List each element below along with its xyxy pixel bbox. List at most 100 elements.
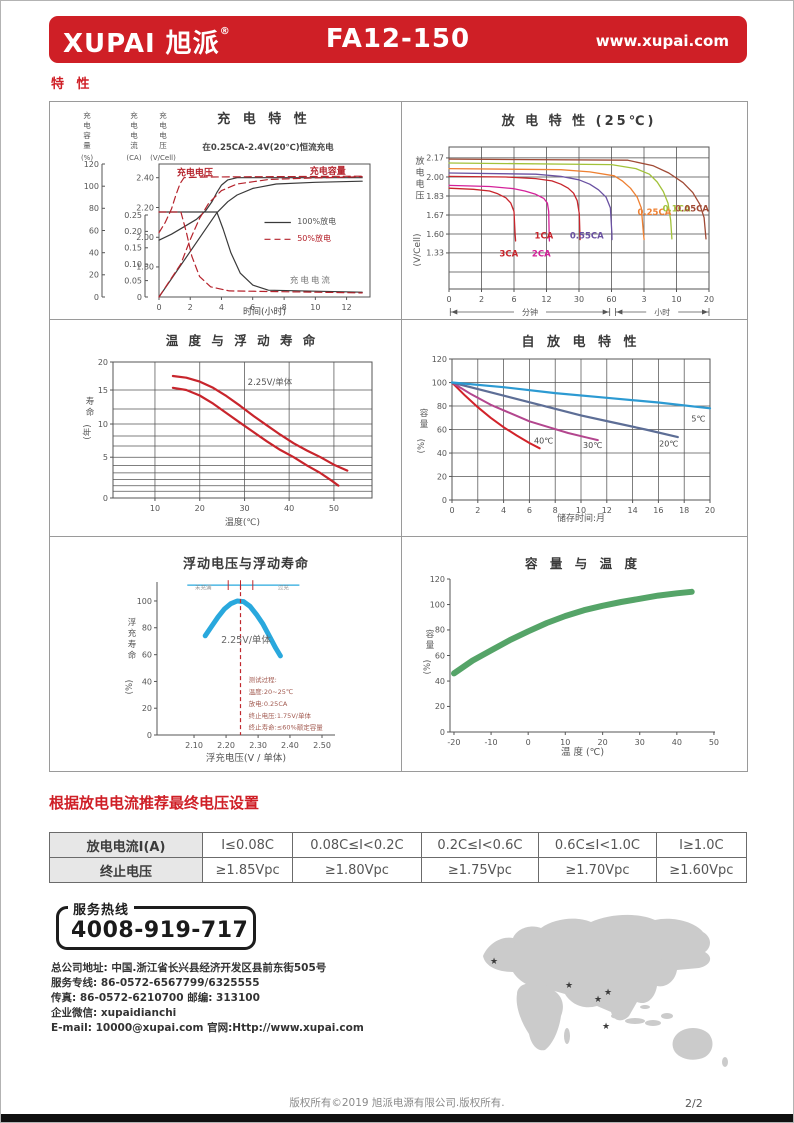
svg-text:容量: 容量 [420, 408, 429, 430]
svg-text:6: 6 [527, 506, 532, 515]
svg-text:0.15: 0.15 [124, 244, 142, 253]
svg-text:0.05: 0.05 [124, 276, 142, 285]
svg-text:(CA): (CA) [126, 154, 141, 162]
svg-text:0: 0 [94, 293, 99, 302]
svg-text:12: 12 [541, 295, 551, 304]
svg-text:10: 10 [150, 504, 160, 513]
svg-text:0: 0 [446, 295, 451, 304]
svg-text:30: 30 [239, 504, 249, 513]
copyright-text: 版权所有©2019 旭派电源有限公司.版权所有. [289, 1097, 505, 1109]
svg-text:15: 15 [98, 386, 108, 395]
contact-line-fax: 传真: 86-0572-6210700 邮编: 313100 [51, 992, 260, 1004]
svg-text:20: 20 [435, 702, 445, 711]
svg-text:放电电压: 放电电压 [415, 155, 424, 202]
svg-text:5℃: 5℃ [691, 415, 705, 424]
svg-text:2.00: 2.00 [426, 173, 444, 182]
service-hotline-number: 4008-919-717 [71, 918, 249, 943]
header-bar: XUPAI 旭派® FA12-150 www.xupai.com [49, 16, 747, 63]
svg-text:★: ★ [565, 981, 573, 991]
svg-text:20℃: 20℃ [659, 439, 678, 448]
svg-text:10: 10 [671, 295, 681, 304]
svg-text:120: 120 [84, 160, 99, 169]
svg-text:50: 50 [329, 504, 339, 513]
svg-text:0: 0 [442, 496, 447, 505]
svg-text:时间(小时): 时间(小时) [243, 305, 286, 317]
chart-cell-capacity-temperature: -20 -10 0 10 20 30 40 50 120 100 80 60 40 20 0 容量 (%) 温 度… [402, 537, 748, 772]
svg-text:2.10: 2.10 [185, 741, 203, 750]
svg-text:容量: 容量 [426, 629, 435, 651]
contact-line-wechat: 企业微信: xupaidianchi [51, 1007, 177, 1019]
table-row: 放电电流I(A) I≤0.08C 0.08C≤I<0.2C 0.2C≤I<0.6… [49, 832, 748, 858]
characteristics-chart-grid: 0246810122.402.202.001.80120100806040200… [49, 101, 748, 772]
table-row: 终止电压 ≥1.85Vpc ≥1.80Vpc ≥1.75Vpc ≥1.70Vpc… [49, 857, 748, 883]
svg-text:18: 18 [679, 506, 689, 515]
svg-text:20: 20 [98, 358, 108, 367]
chart-cell-self-discharge: 0 2 4 6 8 10 12 14 16 18 20 120 100 80 60 40 20 0 容量 (%) 40℃… [402, 320, 748, 537]
svg-text:120: 120 [430, 575, 445, 584]
svg-text:12: 12 [341, 303, 351, 312]
svg-text:充电容量: 充电容量 [83, 110, 91, 150]
svg-text:2.25V/单体: 2.25V/单体 [221, 634, 271, 646]
svg-text:40: 40 [89, 249, 99, 258]
svg-text:★: ★ [604, 988, 612, 998]
contact-info: 总公司地址: 中国.浙江省长兴县经济开发区县前东街505号 服务专线: 86-0… [51, 961, 451, 1036]
svg-text:80: 80 [435, 626, 445, 635]
map-location-markers: ★ ★ ★ ★ ★ [490, 957, 612, 1032]
svg-text:分钟: 分钟 [522, 307, 538, 317]
svg-text:50: 50 [709, 738, 719, 747]
svg-text:20: 20 [437, 472, 447, 481]
svg-text:5: 5 [103, 453, 108, 462]
svg-text:(年): (年) [82, 424, 93, 439]
brand-logo: XUPAI 旭派® [63, 23, 231, 60]
svg-text:0: 0 [526, 738, 531, 747]
svg-text:过充: 过充 [278, 583, 290, 591]
page-number: 2/2 [685, 1097, 703, 1110]
svg-text:温度:20~25℃: 温度:20~25℃ [249, 687, 293, 696]
svg-text:16: 16 [653, 506, 663, 515]
discharge-characteristics-chart: 0 2 6 12 30 60 3 10 20 2.17 2.00 1.83 1.67 1.60 1.33 放电… [413, 113, 714, 317]
svg-text:2.17: 2.17 [426, 154, 444, 163]
svg-text:1.33: 1.33 [426, 249, 444, 258]
svg-text:自 放 电 特 性: 自 放 电 特 性 [521, 334, 640, 350]
svg-text:2.20: 2.20 [136, 203, 154, 212]
svg-text:0.10: 0.10 [124, 260, 142, 269]
svg-text:放 电 特 性 (25℃): 放 电 特 性 (25℃) [501, 113, 657, 129]
svg-text:(%): (%) [423, 660, 433, 675]
svg-text:浮充电压(V / 单体): 浮充电压(V / 单体) [206, 752, 286, 764]
svg-text:2.40: 2.40 [281, 741, 299, 750]
float-voltage-life-chart: 2.10 2.20 2.30 2.40 2.50 100 80 60 40 20 0 浮充寿命 (%) 未… [125, 556, 335, 764]
svg-text:(V/Cell): (V/Cell) [413, 233, 423, 266]
table-header-discharge-current: 放电电流I(A) [49, 832, 203, 858]
svg-text:60: 60 [606, 295, 616, 304]
table-header-cutoff-voltage: 终止电压 [49, 857, 203, 883]
svg-text:40℃: 40℃ [534, 437, 553, 446]
voltage-table-heading: 根据放电电流推荐最终电压设置 [49, 794, 260, 812]
table-cell: ≥1.70Vpc [538, 857, 657, 883]
svg-text:60: 60 [142, 650, 152, 659]
svg-text:2.25V/单体: 2.25V/单体 [248, 377, 293, 388]
svg-text:终止电压:1.75V/单体: 终止电压:1.75V/单体 [249, 711, 312, 720]
svg-text:40: 40 [284, 504, 294, 513]
svg-text:20: 20 [704, 295, 714, 304]
table-cell: 0.08C≤I<0.2C [292, 832, 422, 858]
svg-text:60: 60 [89, 226, 99, 235]
svg-text:30: 30 [635, 738, 645, 747]
svg-text:1.67: 1.67 [426, 211, 444, 220]
svg-text:80: 80 [437, 402, 447, 411]
svg-text:0.55CA: 0.55CA [570, 232, 604, 242]
brand-logo-text: XUPAI 旭派 [63, 29, 220, 59]
svg-text:0: 0 [137, 293, 142, 302]
table-cell: I≤0.08C [201, 832, 294, 858]
svg-text:(%): (%) [81, 154, 93, 162]
registered-mark-icon: ® [219, 26, 231, 37]
table-cell: ≥1.85Vpc [201, 857, 294, 883]
svg-text:2CA: 2CA [532, 249, 551, 259]
svg-text:100: 100 [430, 600, 445, 609]
svg-text:50%放电: 50%放电 [297, 233, 331, 243]
svg-text:测试过程:: 测试过程: [249, 675, 277, 684]
svg-text:温 度 (℃): 温 度 (℃) [561, 746, 604, 758]
svg-text:10: 10 [310, 303, 320, 312]
svg-text:30: 30 [574, 295, 584, 304]
svg-text:温 度 与 浮 动 寿 命: 温 度 与 浮 动 寿 命 [166, 333, 319, 348]
svg-text:充电电流: 充电电流 [290, 275, 332, 286]
